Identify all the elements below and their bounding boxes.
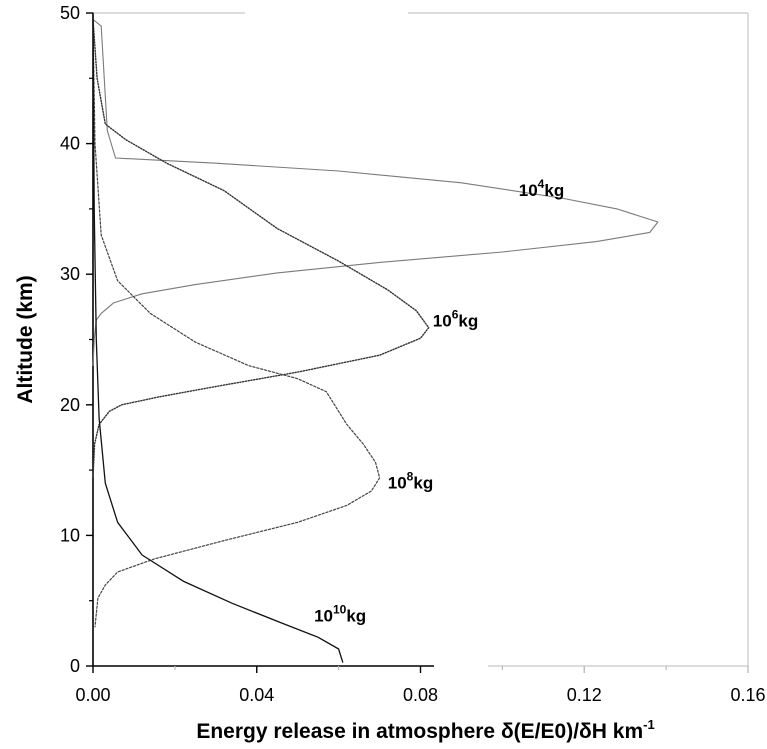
series-10-8kg-line — [92, 25, 381, 628]
series-layer — [92, 12, 659, 663]
series-10-6kg-line — [92, 18, 430, 478]
series-10-8kg-label-unit: kg — [413, 473, 433, 492]
y-tick-label: 30 — [60, 264, 80, 284]
x-tick-label: 0.16 — [730, 685, 765, 705]
x-tick-label: 0.08 — [403, 685, 438, 705]
y-tick-label: 50 — [60, 3, 80, 23]
series-10-10kg-label-sup: 10 — [333, 603, 347, 617]
y-tick-label: 20 — [60, 395, 80, 415]
series-10-8kg-label: 108kg — [388, 469, 433, 492]
x-axis-label: Energy release in atmosphere δ(E/E0)/δH … — [196, 717, 654, 743]
x-axis-label-sup: -1 — [643, 717, 655, 732]
x-ticks: 0.00 0.04 0.08 0.12 0.16 — [75, 666, 766, 705]
y-ticks: 0 10 20 30 40 50 — [60, 3, 93, 676]
series-10-6kg-label-unit: kg — [458, 311, 478, 330]
series-10-6kg-label-sup: 6 — [452, 307, 459, 321]
x-tick-label: 0.12 — [567, 685, 602, 705]
x-axis-label-main: Energy release in atmosphere δ(E/E0)/δH … — [196, 720, 643, 743]
series-10-6kg-label-base: 10 — [433, 311, 452, 330]
series-10-8kg-label-base: 10 — [388, 473, 407, 492]
y-tick-label: 40 — [60, 134, 80, 154]
series-10-6kg-label: 106kg — [433, 307, 478, 330]
series-10-10kg-label: 1010kg — [314, 603, 366, 626]
series-10-4kg-label-base: 10 — [519, 181, 538, 200]
series-10-4kg-line — [92, 18, 659, 367]
series-10-4kg-label-sup: 4 — [538, 177, 545, 191]
x-tick-label: 0.00 — [75, 685, 110, 705]
series-10-4kg-label-unit: kg — [544, 181, 564, 200]
series-10-8kg-label-sup: 8 — [407, 469, 414, 483]
series-10-4kg-label: 104kg — [519, 177, 564, 200]
series-10-10kg-label-unit: kg — [346, 607, 366, 626]
series-10-10kg-line — [92, 12, 344, 663]
series-10-10kg-label-base: 10 — [314, 607, 333, 626]
y-tick-label: 10 — [60, 525, 80, 545]
x-tick-label: 0.04 — [239, 685, 274, 705]
y-tick-label: 0 — [70, 656, 80, 676]
y-axis-label: Altitude (km) — [14, 275, 37, 403]
